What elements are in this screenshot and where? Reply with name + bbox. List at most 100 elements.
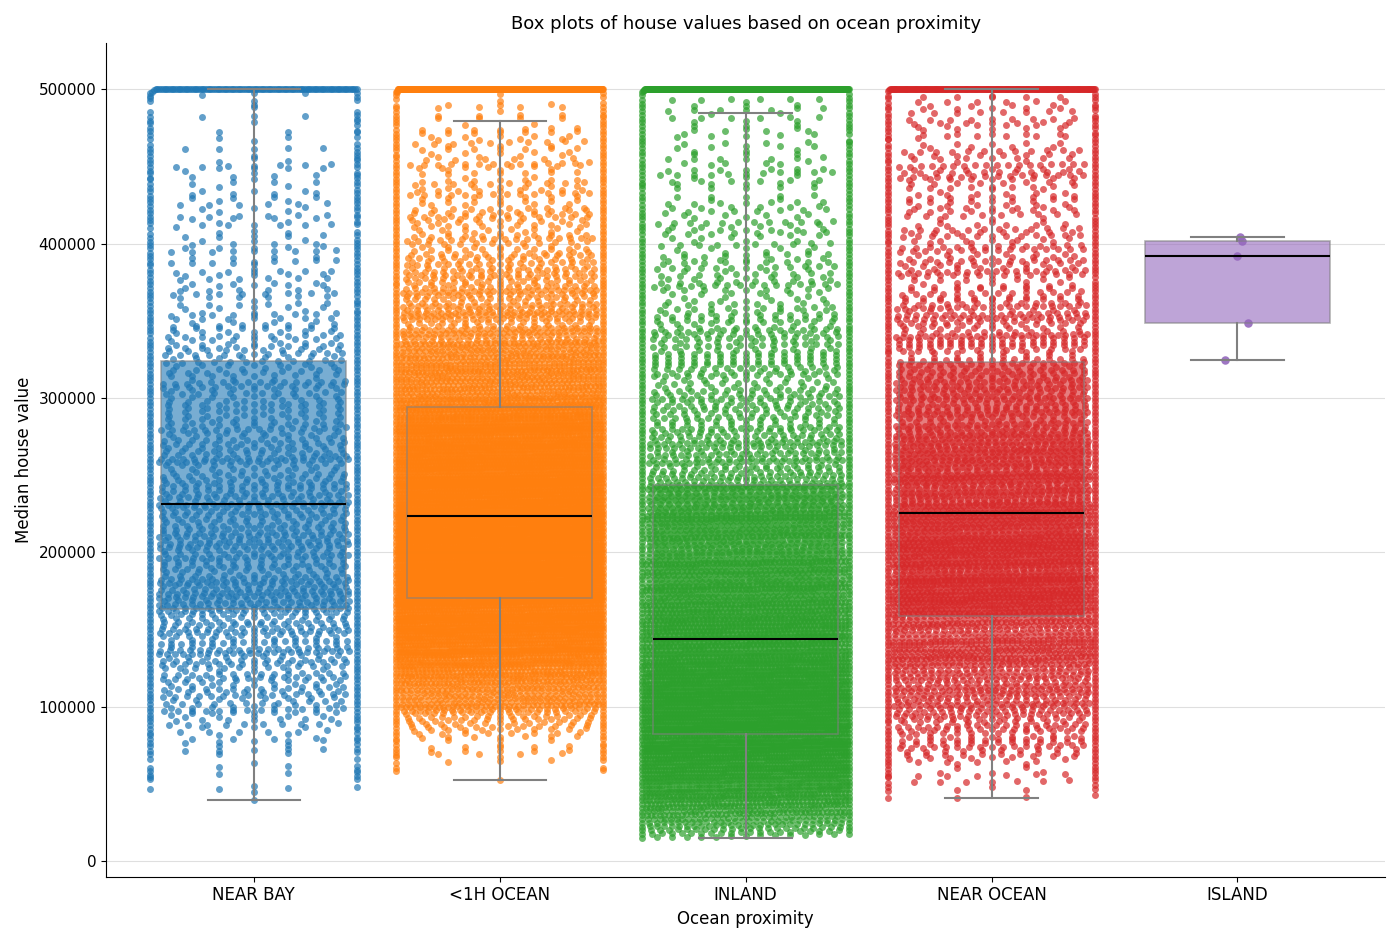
Point	[385, 361, 407, 376]
Point	[769, 577, 791, 592]
Point	[535, 473, 557, 488]
Point	[1057, 525, 1079, 540]
Point	[822, 782, 844, 797]
Point	[400, 637, 423, 653]
Point	[230, 585, 252, 600]
Point	[1084, 312, 1106, 327]
Point	[465, 626, 487, 641]
Point	[540, 161, 563, 176]
Point	[717, 278, 739, 293]
Point	[924, 486, 946, 501]
Point	[904, 577, 927, 592]
Point	[385, 275, 407, 290]
Point	[759, 528, 781, 543]
Point	[1043, 455, 1065, 470]
Point	[486, 525, 508, 540]
Point	[479, 360, 501, 375]
Point	[449, 495, 472, 510]
Point	[442, 574, 465, 589]
Point	[489, 307, 511, 323]
Point	[764, 412, 787, 427]
Point	[924, 641, 946, 656]
Point	[546, 562, 568, 577]
Point	[1002, 669, 1025, 684]
Point	[528, 507, 550, 522]
Point	[441, 481, 463, 496]
Point	[829, 632, 851, 647]
Point	[139, 195, 161, 210]
Point	[693, 525, 715, 540]
Point	[521, 549, 543, 564]
Point	[1011, 168, 1033, 183]
Point	[153, 543, 175, 558]
Point	[225, 673, 248, 688]
Point	[1050, 525, 1072, 540]
Point	[735, 234, 757, 249]
Point	[923, 389, 945, 405]
Point	[582, 538, 605, 553]
Point	[423, 669, 445, 684]
Point	[980, 181, 1002, 196]
Point	[801, 266, 823, 281]
Point	[888, 538, 910, 554]
Point	[736, 738, 759, 753]
Point	[575, 600, 598, 615]
Point	[190, 218, 213, 233]
Point	[493, 333, 515, 348]
Point	[211, 528, 234, 543]
Point	[505, 502, 528, 517]
Point	[385, 351, 407, 366]
Point	[196, 82, 218, 97]
Point	[574, 479, 596, 494]
Point	[554, 262, 577, 277]
Point	[225, 397, 248, 412]
Point	[937, 552, 959, 567]
Point	[903, 559, 925, 574]
Point	[202, 368, 224, 383]
Point	[525, 487, 547, 502]
Point	[444, 547, 466, 562]
Point	[774, 696, 797, 711]
Point	[973, 736, 995, 751]
Point	[959, 112, 981, 127]
Point	[1002, 656, 1025, 671]
Point	[736, 529, 759, 544]
Point	[420, 513, 442, 528]
Point	[923, 315, 945, 330]
Point	[1072, 362, 1095, 377]
Point	[986, 399, 1008, 414]
Point	[767, 82, 790, 97]
Point	[139, 732, 161, 747]
Point	[665, 526, 687, 541]
Point	[230, 437, 252, 452]
Point	[428, 605, 451, 620]
Point	[406, 686, 428, 701]
Point	[750, 600, 773, 615]
Point	[791, 82, 813, 97]
Point	[463, 512, 486, 527]
Point	[1042, 638, 1064, 653]
Point	[690, 564, 713, 579]
Point	[508, 310, 531, 325]
Point	[181, 461, 203, 476]
Point	[808, 584, 830, 599]
Point	[1005, 516, 1028, 531]
Point	[692, 623, 714, 638]
Point	[818, 778, 840, 793]
Point	[717, 656, 739, 671]
Point	[393, 531, 416, 546]
Point	[683, 597, 706, 612]
Point	[631, 647, 654, 662]
Point	[722, 687, 745, 702]
Point	[1074, 81, 1096, 96]
Point	[497, 543, 519, 558]
Point	[497, 646, 519, 661]
Point	[573, 338, 595, 353]
Point	[813, 498, 836, 513]
Point	[522, 349, 545, 364]
Point	[459, 350, 482, 365]
Point	[704, 82, 727, 97]
Point	[797, 498, 819, 513]
Point	[482, 550, 504, 565]
Point	[501, 339, 524, 354]
